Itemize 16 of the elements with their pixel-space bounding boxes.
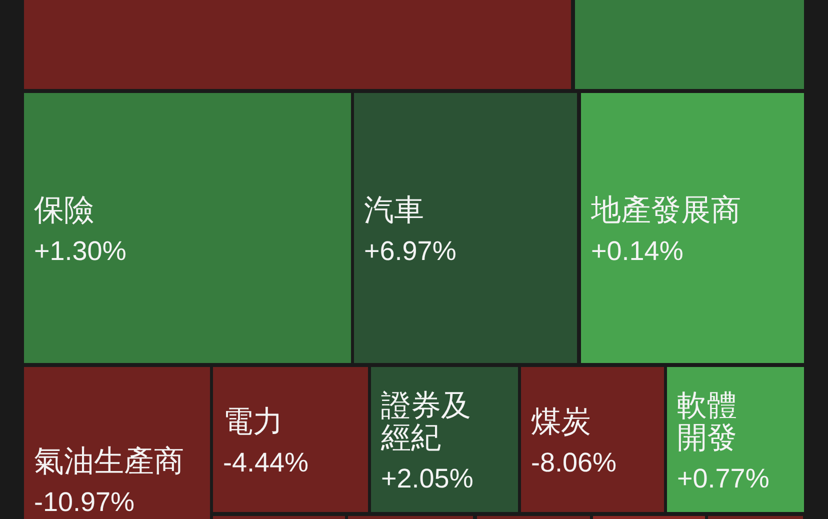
data-label: -8.06% — [531, 448, 617, 478]
data-label: +0.77% — [677, 464, 770, 494]
category-label: 地產發展商 — [590, 194, 741, 227]
data-label: +2.05% — [381, 464, 474, 494]
data-label: -10.97% — [34, 487, 135, 517]
category-label: 氣油生產商 — [34, 445, 184, 478]
data-label: -4.44% — [223, 448, 309, 478]
category-label: 保險 — [34, 194, 94, 227]
data-label: +6.97% — [364, 236, 456, 266]
data-label: +0.14% — [591, 236, 684, 266]
category-label: 軟體開發 — [677, 390, 737, 454]
category-label: 電力 — [223, 406, 283, 438]
category-label: 證券及經紀 — [380, 390, 471, 454]
category-label: 汽車 — [364, 194, 424, 227]
data-label: +1.30% — [34, 236, 126, 266]
category-label: 煤炭 — [531, 406, 591, 438]
